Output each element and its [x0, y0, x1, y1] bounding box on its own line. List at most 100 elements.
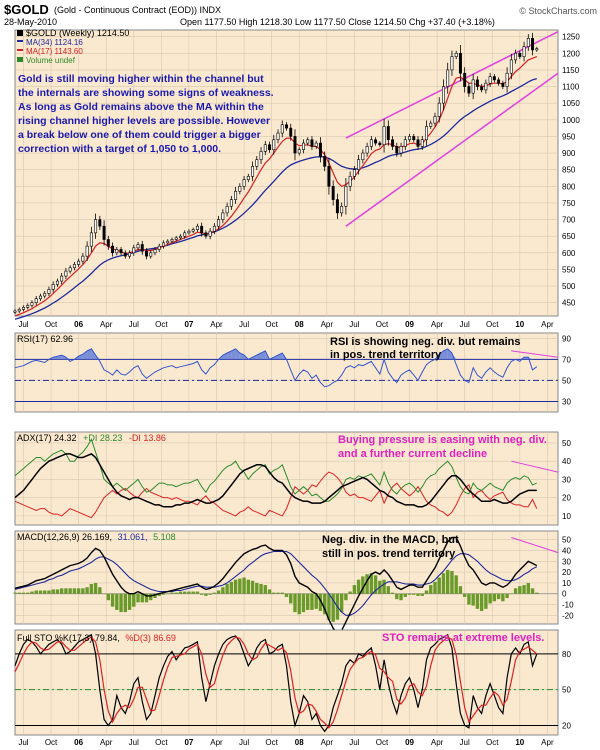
candle-body — [335, 199, 339, 214]
candle-body — [26, 305, 30, 308]
candle — [183, 230, 187, 239]
candle — [365, 142, 369, 157]
adx-annotation: Buying pressure is easing with neg. div. — [338, 434, 547, 446]
x-tick-label: 09 — [405, 738, 414, 747]
candle-body — [429, 122, 433, 127]
macd-histogram-bar — [178, 591, 183, 594]
candle — [22, 305, 25, 312]
candle — [255, 156, 259, 171]
candle-body — [119, 249, 123, 254]
candle-body — [348, 176, 352, 187]
candle-body — [467, 86, 471, 94]
candle-body — [272, 139, 276, 151]
macd-histogram-bar — [26, 592, 30, 594]
candle-body — [106, 239, 110, 247]
di-minus-label: -DI 13.86 — [129, 433, 166, 443]
adx-line — [14, 453, 537, 508]
candle — [480, 84, 484, 93]
macd-histogram-bar — [437, 577, 441, 594]
candle — [234, 187, 238, 204]
candle — [212, 223, 216, 235]
macd-histogram-bar — [259, 583, 263, 594]
candle-body — [484, 82, 488, 91]
candle — [484, 79, 488, 94]
y-tick-label: 50 — [562, 686, 571, 695]
macd-histogram-bar — [85, 587, 89, 594]
macd-histogram-bar — [246, 579, 251, 594]
macd-histogram-bar — [263, 585, 267, 594]
candle-body — [30, 302, 34, 306]
candle — [335, 193, 339, 219]
price-legend: $GOLD (Weekly) 1214.50 MA(34) 1124.16 MA… — [17, 28, 129, 65]
candle — [102, 220, 106, 246]
candle-body — [327, 166, 331, 187]
candle — [429, 120, 433, 129]
macd-histogram-bar — [64, 588, 68, 594]
candle-body — [47, 289, 51, 294]
macd-histogram-bar — [446, 569, 450, 594]
y-tick-label: 20 — [562, 721, 571, 730]
candle-body — [399, 146, 403, 154]
rsi-label: RSI(17) 62.96 — [17, 334, 73, 344]
candle-body — [412, 136, 416, 141]
candle — [399, 142, 403, 157]
candle-body — [183, 232, 187, 237]
y-tick-label: 10 — [562, 579, 571, 588]
candle — [395, 142, 399, 157]
x-tick-label: Apr — [100, 738, 113, 747]
candle — [272, 134, 276, 155]
macd-label: MACD(12,26,9) 26.169, — [17, 532, 112, 542]
candle — [514, 49, 518, 64]
sto-d-label: %D(3) 86.69 — [125, 633, 176, 643]
candle — [47, 286, 51, 297]
candle-body — [386, 126, 390, 141]
candle — [310, 136, 314, 151]
candle — [467, 82, 471, 97]
candle-body — [64, 270, 68, 277]
macd-histogram-bar — [68, 588, 72, 594]
x-tick-label: Apr — [541, 320, 554, 329]
channel-lower-line — [345, 72, 559, 227]
candle-body — [13, 310, 17, 313]
candle-body — [136, 244, 140, 249]
x-tick-label: Apr — [210, 320, 223, 329]
legend-price: $GOLD (Weekly) 1214.50 — [26, 28, 129, 38]
candle — [51, 281, 55, 293]
candle — [13, 309, 17, 315]
candle-body — [441, 86, 445, 104]
candle — [178, 234, 182, 240]
macd-histogram-bar — [318, 593, 323, 612]
macd-histogram-bar — [195, 591, 200, 594]
y-tick-label: 80 — [562, 650, 571, 659]
candle — [450, 50, 454, 76]
y-tick-label: 40 — [562, 457, 571, 466]
candle — [318, 137, 322, 163]
candle-body — [102, 225, 106, 240]
x-tick-label: 08 — [295, 738, 304, 747]
candle-body — [208, 230, 212, 237]
candle-body — [212, 225, 216, 232]
candle — [157, 243, 161, 252]
rsi-line — [14, 348, 538, 388]
adx-panel: 10 20 30 40 50 — [14, 431, 571, 526]
macd-histogram-bar — [356, 579, 361, 594]
macd-histogram-bar — [55, 589, 60, 594]
candle-body — [416, 139, 420, 147]
macd-histogram-bar — [170, 592, 174, 594]
candle-body — [463, 72, 467, 87]
candle-body — [357, 159, 361, 170]
y-tick-label: 1050 — [562, 99, 580, 108]
rsi-overbought-fill — [528, 357, 533, 360]
candle — [323, 151, 327, 172]
x-tick-label: Oct — [376, 738, 389, 747]
candle — [43, 291, 47, 299]
x-tick-label: Jul — [129, 320, 139, 329]
x-tick-label: Apr — [100, 320, 113, 329]
candle-body — [200, 225, 204, 234]
candle — [195, 223, 199, 233]
macd-histogram-bar — [297, 593, 301, 615]
macd-histogram-bar — [174, 592, 178, 594]
candle — [246, 173, 250, 183]
macd-histogram-bar — [280, 592, 284, 594]
candle — [425, 120, 428, 146]
